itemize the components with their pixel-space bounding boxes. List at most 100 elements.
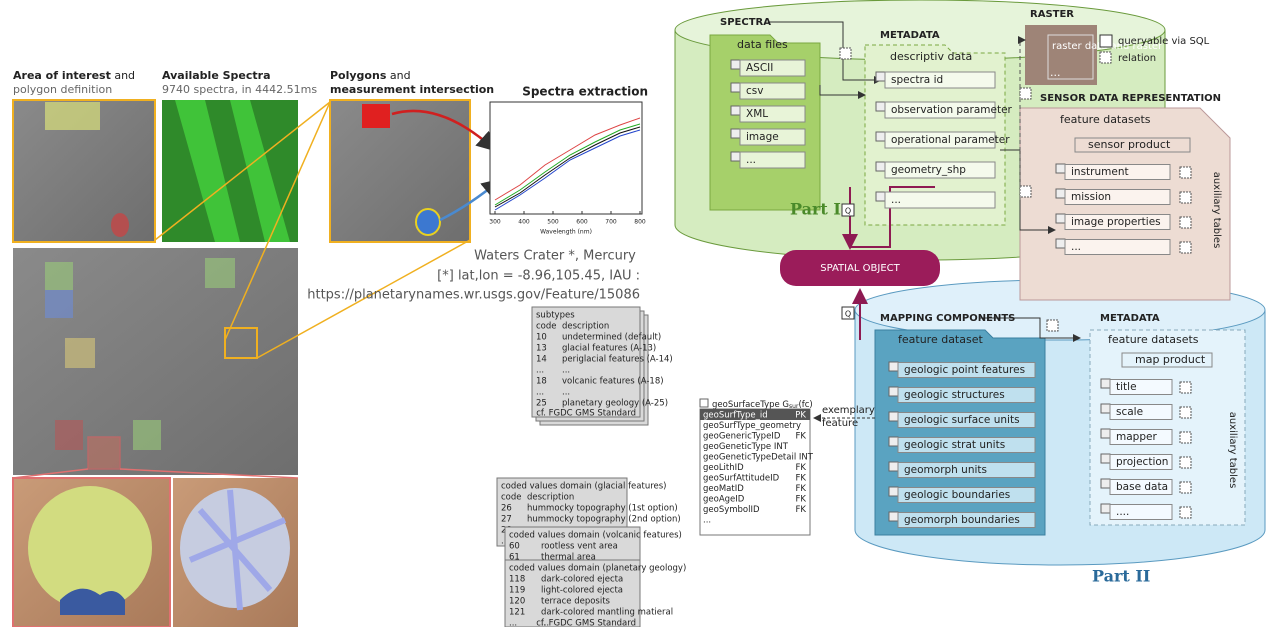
panel-title: Spectra extraction [522,85,648,99]
item-label: mapper [1116,431,1157,443]
item-icon [730,128,741,139]
spectra-tracks [188,489,287,611]
legend-text: queryable via SQL [1118,36,1210,47]
spatial-object [780,250,940,286]
cell-key: FK [796,495,807,505]
item-icon [730,151,741,162]
item-icon [875,161,886,172]
caption-name: Waters Crater *, Mercury [474,249,636,264]
label: METADATA [1100,313,1160,324]
caption-coords: [*] lat,lon = -8.96,105.45, IAU : [437,269,640,284]
q-label: Q [845,310,851,319]
note: exemplary [822,405,875,416]
item-icon [730,59,741,70]
item-label: scale [1116,406,1143,418]
item-icon [888,436,899,447]
cell: geoLithID [703,463,744,473]
table [504,559,641,627]
polygon [45,102,100,130]
folder-label: data files [737,38,788,51]
polygon [415,208,441,236]
label: SPECTRA [720,17,771,28]
relation-icon [1179,481,1192,494]
spatial-object-label: SPATIAL OBJECT [820,263,900,274]
spectrum [494,117,641,201]
crater-fill [28,486,152,610]
polygon [87,436,121,470]
zoom-line [12,468,89,479]
cell: periglacial features (A-14) [562,355,673,365]
arrow [391,109,497,152]
zoom-line [154,101,331,241]
item-icon [888,511,899,522]
column-header: code [536,322,557,332]
item-icon [1100,428,1111,439]
polygon [65,338,95,368]
zoom-line [256,239,471,359]
relation-icon [1179,216,1192,229]
cell: 14 [536,355,547,365]
image-intersection [329,99,471,243]
folder-label: feature dataset [898,333,983,346]
relation-icon [839,47,852,60]
cell: geoGeneticTypeDetail INT [703,453,814,463]
cell: 27 [501,515,512,525]
item-icon [1055,238,1066,249]
q-badge [841,203,855,217]
item-label: .... [1116,506,1129,518]
cell: ... [541,619,549,627]
relation-icon [1046,319,1059,332]
spectrum [494,123,641,206]
cell-key: PK [795,411,806,421]
cell: undetermined (default) [562,333,661,343]
item-box [739,59,806,77]
link [850,186,935,248]
cell: ... [703,516,711,526]
q-label: Q [845,207,851,216]
cell: 61 [509,553,520,563]
panel-title: Area of interest and [13,69,135,82]
polygon [362,104,390,128]
item-box [884,101,996,119]
title-part: (fc) [798,400,812,410]
x-tick-label: 600 [576,219,588,226]
note: feature [822,418,858,429]
cell: geoSurfType_geometry [703,421,801,431]
spectrum [494,126,641,208]
cell: 26 [501,504,512,514]
item-label: ... [746,154,756,166]
item-label: XML [746,108,768,120]
item-label: geologic surface units [904,414,1020,426]
cell: ... [562,388,570,398]
relation-icon [1179,456,1192,469]
cell-key: FK [796,463,807,473]
table-title: coded values domain (glacial features) [501,482,667,492]
x-tick-label: 500 [547,219,559,226]
relation-icon [1019,87,1032,100]
item-icon [888,361,899,372]
raster-more: ... [1050,66,1061,79]
raster-box [1025,25,1097,85]
item-box [739,82,806,100]
selection [224,327,258,359]
link [819,85,866,99]
relation-icon [1179,241,1192,254]
aux-label: auxiliary tables [1211,172,1222,249]
cell: ... [509,619,517,627]
item-label: ASCII [746,62,773,74]
aux-label: auxiliary tables [1227,412,1238,489]
spectrum [494,129,641,211]
item-icon [875,71,886,82]
table-key-row [700,409,810,420]
cell: 13 [536,344,547,354]
polygon [60,588,125,615]
item-box [739,128,806,146]
cell: hummocky topography (1st option) [527,504,678,514]
panel-subtitle: measurement intersection [330,83,494,96]
cell: rootless vent area [541,542,618,552]
cell: geoGenericTypeID [703,432,781,442]
item-box [1064,164,1171,180]
cell: dark-colored ejecta [541,575,623,585]
panel-title-rest: and [390,69,411,82]
polygon [111,213,129,237]
